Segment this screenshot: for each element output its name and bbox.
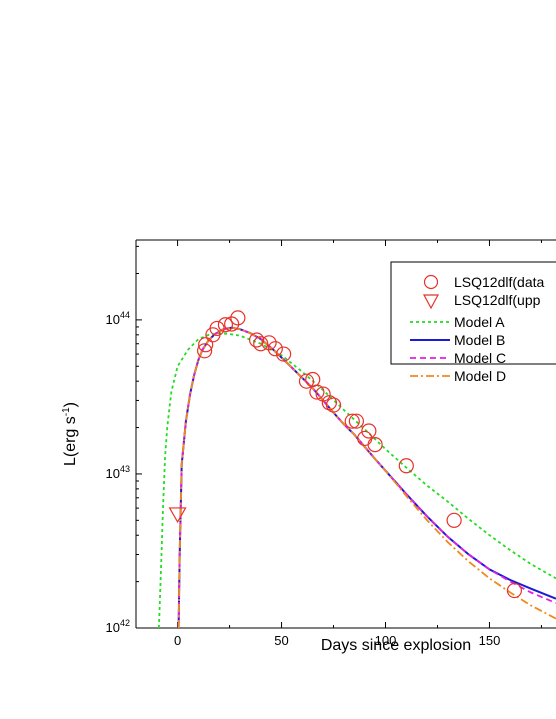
data-point bbox=[253, 336, 269, 352]
x-axis-title: Days since explosion bbox=[321, 637, 471, 654]
x-tick-label: 100 bbox=[375, 633, 397, 648]
y-axis-title-main: L(erg s bbox=[62, 416, 79, 466]
data-point bbox=[325, 397, 342, 413]
legend-label-model-c: Model C bbox=[454, 350, 506, 366]
legend-label-model-d: Model D bbox=[454, 368, 506, 384]
y-tick-label: 1044 bbox=[106, 310, 130, 327]
data-point bbox=[361, 423, 377, 439]
y-tick-label-base: 10 bbox=[106, 312, 120, 327]
data-point bbox=[198, 337, 214, 353]
data-point bbox=[276, 346, 292, 362]
data-point bbox=[398, 458, 414, 474]
x-tick-label: 50 bbox=[274, 633, 288, 648]
data-points bbox=[168, 310, 523, 599]
legend-frame bbox=[390, 261, 556, 365]
legend-marker-upper-limit bbox=[422, 294, 440, 310]
upper-limit-point bbox=[168, 507, 187, 524]
y-tick-label-exponent: 43 bbox=[120, 464, 130, 474]
y-tick-label-exponent: 44 bbox=[120, 310, 130, 320]
y-axis-title-close: ) bbox=[62, 402, 79, 407]
data-point bbox=[209, 320, 225, 337]
data-point bbox=[248, 332, 265, 348]
x-tick-label: 0 bbox=[174, 633, 181, 648]
legend: LSQ12dlf(data LSQ12dlf(upp Model A Model… bbox=[390, 261, 556, 384]
data-point bbox=[224, 316, 240, 332]
y-tick-label-base: 10 bbox=[106, 466, 120, 481]
y-tick-label: 1042 bbox=[106, 618, 130, 635]
data-point bbox=[298, 373, 315, 389]
data-point bbox=[309, 384, 325, 400]
data-point bbox=[230, 310, 246, 326]
data-point bbox=[506, 582, 523, 599]
data-point bbox=[321, 395, 337, 411]
legend-label-model-b: Model B bbox=[454, 332, 505, 348]
y-tick-label: 1043 bbox=[106, 464, 130, 481]
x-tick-label: 150 bbox=[479, 633, 501, 648]
data-point bbox=[367, 437, 383, 453]
series-line-model-c bbox=[177, 326, 556, 628]
data-point bbox=[446, 512, 462, 528]
legend-label-model-a: Model A bbox=[454, 314, 505, 330]
y-axis-title: L(erg s-1) bbox=[61, 402, 79, 466]
data-point bbox=[261, 335, 277, 351]
y-tick-label-base: 10 bbox=[106, 620, 120, 635]
legend-marker-data bbox=[423, 274, 439, 290]
y-tick-label-exponent: 42 bbox=[120, 618, 130, 628]
data-point bbox=[344, 413, 360, 429]
data-point bbox=[217, 317, 234, 333]
data-point bbox=[267, 341, 283, 357]
legend-label-upper-limit: LSQ12dlf(upp bbox=[454, 292, 541, 308]
data-point bbox=[197, 343, 213, 359]
y-axis-title-sup: -1 bbox=[61, 407, 72, 416]
legend-label-data: LSQ12dlf(data bbox=[454, 274, 544, 290]
data-point bbox=[348, 413, 364, 429]
